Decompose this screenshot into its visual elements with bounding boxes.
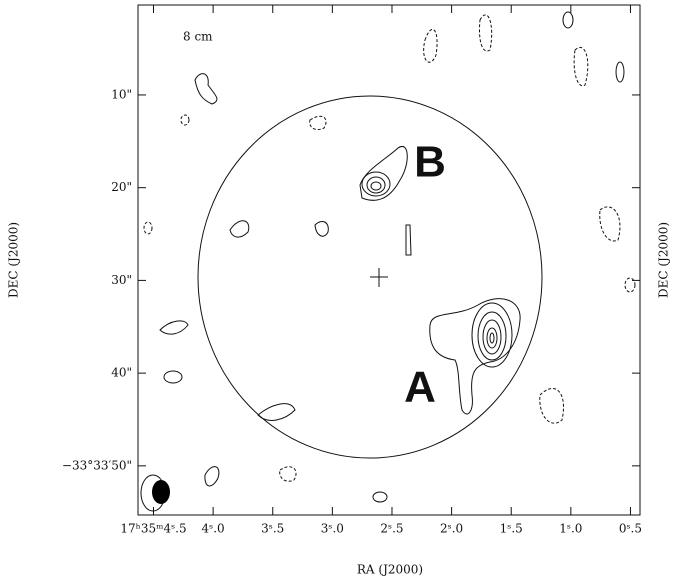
y-tick-label: 10": [111, 87, 132, 101]
y-tick-label: 30": [111, 273, 132, 287]
plot-frame: [138, 5, 640, 515]
y2-axis-label: DEC (J2000): [657, 222, 671, 298]
y-tick-label: 20": [111, 180, 132, 194]
x-tick-label: 3ˢ.0: [321, 522, 344, 536]
y-tick-label: 40": [111, 366, 132, 380]
x-tick-label: 17ʰ35ᵐ4ˢ.5: [120, 522, 186, 536]
y-axis-label: DEC (J2000): [7, 222, 21, 298]
y-tick-label: −33°33′50": [62, 458, 132, 472]
x-tick-label: 1ˢ.0: [559, 522, 582, 536]
x-tick-label: 0ˢ.5: [619, 522, 642, 536]
x-axis-label: RA (J2000): [357, 563, 423, 577]
x-tick-label: 3ˢ.5: [261, 522, 284, 536]
source-label: A: [404, 363, 436, 412]
band-label: 8 cm: [183, 30, 213, 44]
x-tick-label: 2ˢ.0: [440, 522, 463, 536]
chart: 8 cm B A RA (J2000) DEC (J2000) DEC (J20…: [0, 0, 673, 584]
source-label: B: [414, 138, 446, 187]
x-tick-label: 1ˢ.5: [500, 522, 523, 536]
x-tick-label: 4ˢ.0: [202, 522, 225, 536]
x-tick-label: 2ˢ.5: [380, 522, 403, 536]
contours: [141, 12, 635, 511]
